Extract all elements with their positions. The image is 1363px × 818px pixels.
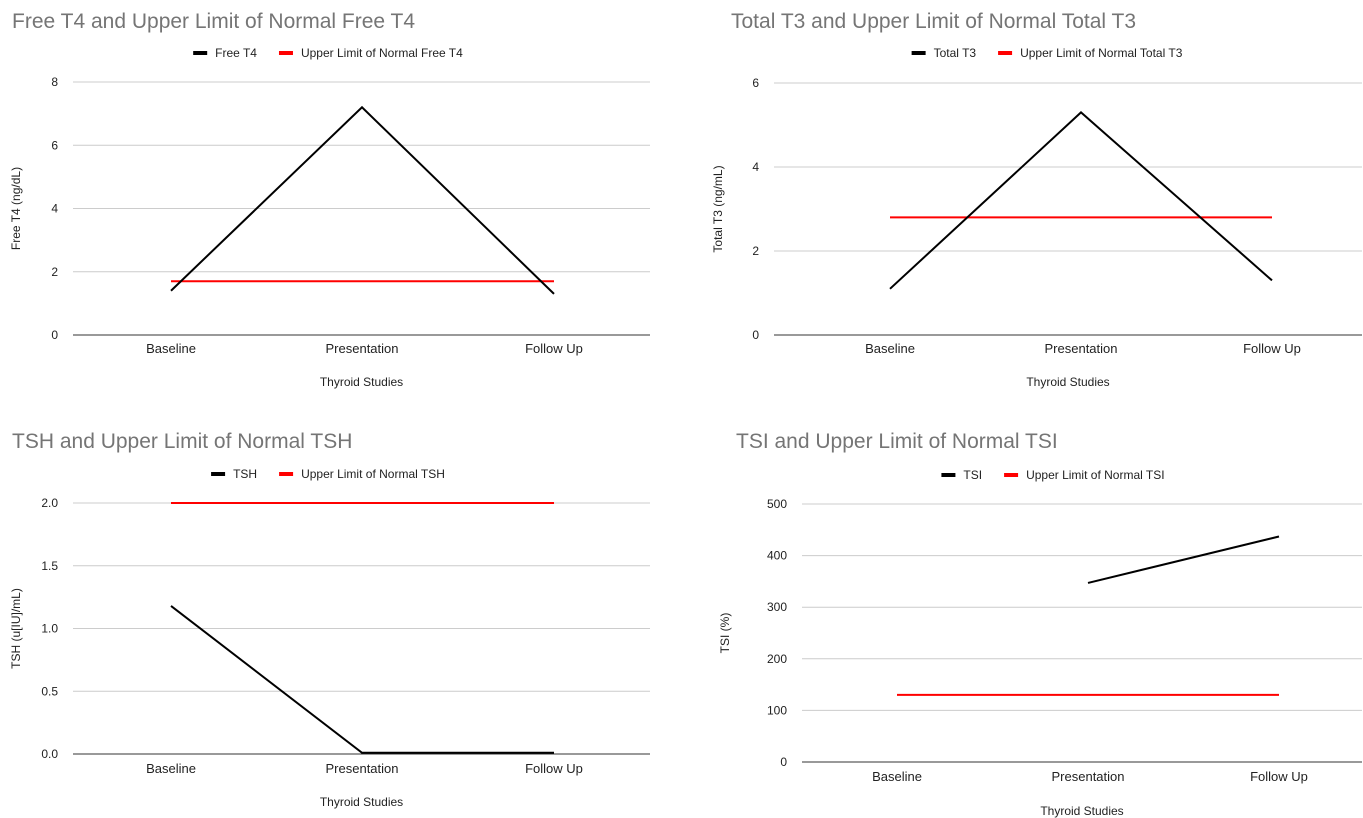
legend-label-total-t3: Total T3 (934, 46, 977, 60)
x-tick-label: Presentation (1052, 769, 1125, 784)
x-axis-label: Thyroid Studies (1026, 375, 1109, 389)
chart-svg: 0 2 4 6 Baseline Presentation Follow Up Thyroid… (711, 46, 1362, 389)
legend-label-free-t4: Free T4 (215, 46, 257, 60)
x-tick-label: Follow Up (1243, 341, 1301, 356)
x-tick-label: Baseline (146, 761, 196, 776)
legend-swatch-upper-limit-of-normal-tsh (279, 472, 294, 476)
y-tick-label: 0.5 (41, 684, 58, 698)
chart-title: TSI and Upper Limit of Normal TSI (736, 430, 1058, 453)
y-tick-label: 300 (767, 600, 787, 614)
chart-title: Free T4 and Upper Limit of Normal Free T… (12, 10, 416, 33)
y-tick-label: 6 (752, 76, 759, 90)
legend-label-upper-limit-of-normal-free-t4: Upper Limit of Normal Free T4 (301, 46, 463, 60)
y-tick-label: 100 (767, 703, 787, 717)
y-axis-label: Total T3 (ng/mL) (711, 165, 725, 252)
x-axis-label: Thyroid Studies (1040, 804, 1123, 818)
y-tick-label: 4 (752, 160, 759, 174)
y-axis-label: TSI (%) (718, 613, 732, 654)
x-tick-label: Baseline (146, 341, 196, 356)
y-tick-label: 0.0 (41, 747, 58, 761)
x-tick-label: Follow Up (525, 761, 583, 776)
chart-tsi: TSI and Upper Limit of Normal TSI 0 100 20… (682, 409, 1363, 818)
chart-tsh: TSH and Upper Limit of Normal TSH 0.0 0.5… (0, 409, 682, 818)
legend-label-upper-limit-of-normal-total-t3: Upper Limit of Normal Total T3 (1020, 46, 1183, 60)
chart-svg: 0.0 0.5 1.0 1.5 2.0 Baseline Presentation Follo… (9, 467, 650, 809)
legend-swatch-free-t4 (193, 51, 208, 55)
x-tick-label: Follow Up (1250, 769, 1308, 784)
y-axis-label: Free T4 (ng/dL) (9, 167, 23, 250)
series-line-tsh (170, 605, 554, 754)
y-tick-label: 2 (51, 265, 58, 279)
chart-free-t4: Free T4 and Upper Limit of Normal Free T… (0, 0, 682, 409)
y-tick-label: 0 (780, 755, 787, 769)
x-tick-label: Baseline (865, 341, 915, 356)
x-tick-label: Presentation (1045, 341, 1118, 356)
legend-swatch-tsh (211, 472, 226, 476)
legend-label-upper-limit-of-normal-tsh: Upper Limit of Normal TSH (301, 467, 445, 481)
chart-svg: 0 2 4 6 8 Baseline Presentation Follow Up Thyroi… (9, 46, 650, 389)
series-line-tsi (1087, 535, 1280, 584)
y-tick-label: 200 (767, 652, 787, 666)
x-tick-label: Presentation (326, 341, 399, 356)
series-line-free-t4 (170, 105, 555, 295)
chart-svg: 0 100 200 300 400 500 Baseline Presentation Foll… (718, 468, 1362, 818)
legend-label-tsh: TSH (233, 467, 257, 481)
y-tick-label: 0 (752, 328, 759, 342)
y-tick-label: 1.5 (41, 559, 58, 573)
y-tick-label: 0 (51, 328, 58, 342)
x-tick-label: Presentation (326, 761, 399, 776)
y-tick-label: 2 (752, 244, 759, 258)
chart-total-t3: Total T3 and Upper Limit of Normal Total… (682, 0, 1363, 409)
legend-swatch-tsi (941, 473, 956, 477)
y-axis-label: TSH (u[IU]/mL) (9, 588, 23, 669)
legend-swatch-upper-limit-of-normal-total-t3 (998, 51, 1013, 55)
x-axis-label: Thyroid Studies (320, 375, 403, 389)
chart-title: TSH and Upper Limit of Normal TSH (12, 430, 353, 453)
legend-swatch-upper-limit-of-normal-free-t4 (278, 51, 293, 55)
y-tick-label: 4 (51, 202, 58, 216)
y-tick-label: 6 (51, 138, 58, 152)
legend-label-tsi: TSI (963, 468, 982, 482)
series-line-total-t3 (889, 111, 1273, 290)
legend-swatch-total-t3 (911, 51, 926, 55)
chart-title: Total T3 and Upper Limit of Normal Total… (731, 10, 1137, 33)
y-tick-label: 1.0 (41, 622, 58, 636)
legend-label-upper-limit-of-normal-tsi: Upper Limit of Normal TSI (1026, 468, 1165, 482)
x-tick-label: Follow Up (525, 341, 583, 356)
legend-swatch-upper-limit-of-normal-tsi (1004, 473, 1019, 477)
y-tick-label: 400 (767, 549, 787, 563)
x-tick-label: Baseline (872, 769, 922, 784)
y-tick-label: 8 (51, 75, 58, 89)
y-tick-label: 2.0 (41, 496, 58, 510)
y-tick-label: 500 (767, 497, 787, 511)
x-axis-label: Thyroid Studies (320, 795, 403, 809)
